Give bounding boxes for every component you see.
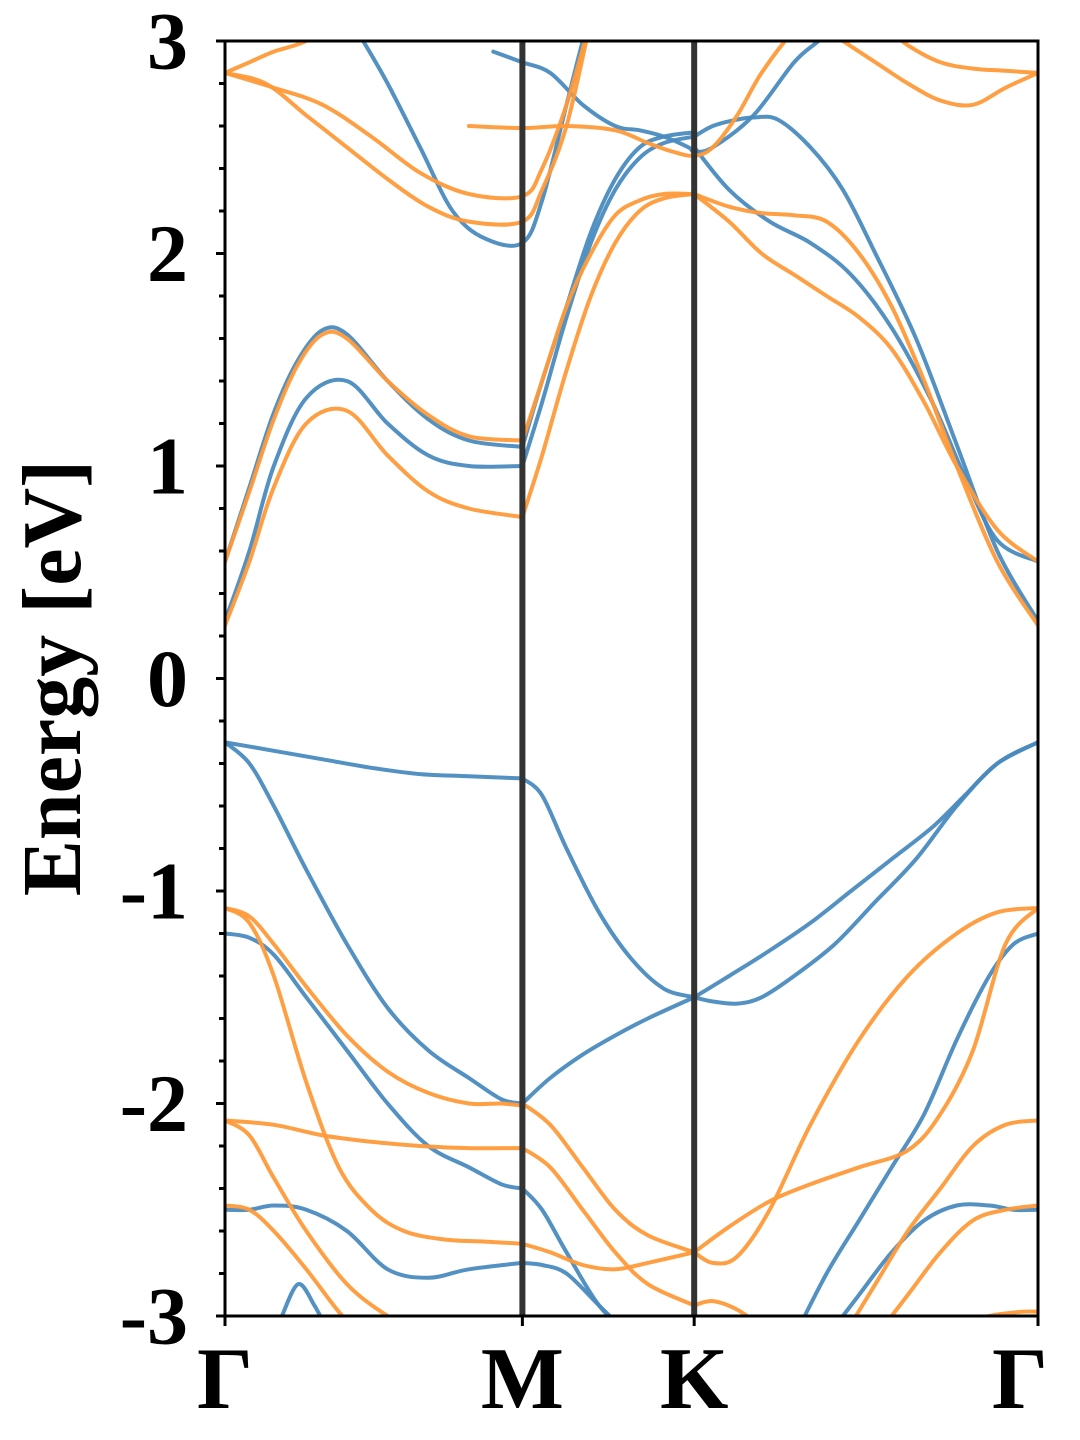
blue-band-line xyxy=(692,114,1038,624)
blue-band-line xyxy=(361,41,585,248)
x-tick-label: Γ xyxy=(992,1331,1048,1428)
band-lines xyxy=(225,41,1038,1316)
blue-band-line xyxy=(520,776,697,1000)
y-tick-label: -1 xyxy=(120,846,188,937)
orange-band-line xyxy=(692,192,1038,564)
orange-band-line xyxy=(520,192,697,519)
orange-band-line xyxy=(898,41,1038,75)
orange-band-line xyxy=(839,41,1038,108)
orange-band-line xyxy=(466,41,788,158)
blue-band-line xyxy=(279,1282,323,1316)
orange-band-line xyxy=(225,406,525,628)
orange-band-line xyxy=(520,1146,697,1308)
orange-band-line xyxy=(889,1203,1038,1316)
blue-band-line xyxy=(225,740,525,1106)
orange-band-line xyxy=(692,906,1038,1255)
orange-band-line xyxy=(225,906,525,1246)
x-tick-label: Γ xyxy=(197,1331,253,1428)
blue-band-line xyxy=(520,1186,612,1316)
orange-band-line xyxy=(225,329,525,564)
y-tick-label: 2 xyxy=(147,208,188,299)
y-ticks: 3 2 1 0 -1 -2 -3 xyxy=(120,0,225,1362)
blue-band-line xyxy=(520,134,697,468)
blue-band-line xyxy=(225,1203,525,1280)
orange-band-line xyxy=(520,191,697,443)
plot-frame xyxy=(223,39,1040,1318)
orange-band-line xyxy=(692,906,1038,1266)
y-tick-label: 0 xyxy=(147,633,188,724)
orange-band-line xyxy=(225,906,525,1108)
blue-band-line xyxy=(225,325,525,564)
orange-band-line xyxy=(520,1241,697,1272)
orange-band-line xyxy=(692,1299,751,1316)
high-symmetry-lines xyxy=(519,41,698,1316)
x-tick-label: M xyxy=(481,1331,564,1428)
y-tick-label: -2 xyxy=(120,1058,188,1149)
blue-band-line xyxy=(692,740,1038,1000)
orange-band-line xyxy=(692,192,1038,628)
orange-band-line xyxy=(853,1118,1038,1316)
orange-band-line xyxy=(225,41,589,227)
orange-band-line xyxy=(981,1309,1038,1316)
orange-band-line xyxy=(225,41,311,75)
orange-band-line xyxy=(520,1101,697,1255)
blue-band-line xyxy=(491,41,822,154)
blue-band-line xyxy=(225,377,525,624)
blue-band-line xyxy=(225,740,525,781)
orange-band-line xyxy=(225,1203,346,1316)
orange-band-line xyxy=(225,41,588,201)
orange-band-line xyxy=(225,1118,525,1151)
y-axis-label: Energy [eV] xyxy=(6,460,99,896)
x-tick-label: K xyxy=(660,1331,728,1428)
y-tick-label: 3 xyxy=(147,0,188,87)
blue-band-line xyxy=(520,995,697,1106)
y-tick-label: -3 xyxy=(120,1271,188,1362)
y-tick-label: 1 xyxy=(147,421,188,512)
blue-band-line xyxy=(802,931,1038,1316)
